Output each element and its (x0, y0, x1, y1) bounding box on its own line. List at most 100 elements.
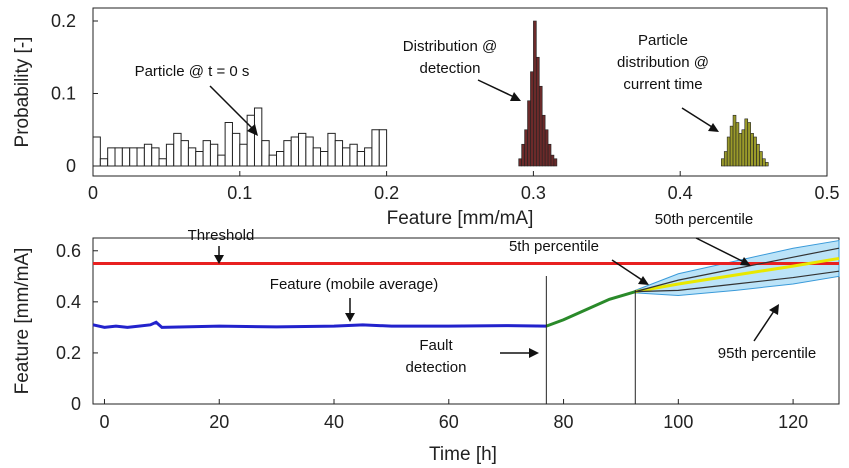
top-y-tick-label: 0 (66, 156, 76, 176)
hist-bar-detection-11 (550, 154, 555, 167)
hist-bar-initial-27 (290, 136, 300, 167)
p95-arrowhead (769, 304, 779, 315)
hist-bar-initial-2 (107, 147, 116, 167)
p50-annotation: 50th percentile (655, 211, 753, 228)
top-histogram-panel: 0 0.1 0.2 0.3 0.4 0.500.10.2 Feature [mm/mA] … (12, 7, 840, 229)
current-dist-arrow (681, 107, 713, 128)
bottom-x-tick-label: 120 (778, 412, 808, 432)
bottom-y-axis-label: Feature [mm/mA] (12, 248, 33, 395)
p95-line (635, 270, 840, 293)
feature-annotation: Feature (mobile average) (270, 276, 438, 293)
hist-bar-current-5 (735, 122, 740, 167)
hist-bar-initial-0 (92, 136, 101, 167)
hist-bar-current-6 (738, 133, 743, 167)
top-x-tick-label: 0.2 (374, 183, 399, 203)
p50-arrow (695, 237, 745, 263)
p95-annotation: 95th percentile (718, 345, 816, 362)
bottom-x-tick-label: 40 (324, 412, 344, 432)
hist-bar-current-4 (732, 114, 737, 167)
hist-bar-detection-2 (524, 129, 528, 167)
p50-line (635, 256, 840, 294)
hist-bar-initial-36 (356, 151, 366, 167)
hist-bar-initial-20 (239, 143, 248, 167)
hist-bar-initial-35 (349, 143, 358, 167)
hist-bar-initial-23 (261, 140, 270, 167)
hist-bar-detection-10 (547, 143, 552, 167)
hist-bar-detection-6 (536, 56, 540, 167)
hist-bar-initial-3 (114, 147, 123, 167)
feature-arrowhead (345, 313, 355, 322)
particle-t0-arrow (209, 85, 253, 129)
hist-bar-initial-28 (298, 132, 307, 167)
top-x-tick-label: 0.5 (814, 183, 839, 203)
hist-bar-initial-7 (143, 143, 153, 167)
bottom-x-tick-label: 0 (99, 412, 109, 432)
hist-bar-detection-5 (533, 20, 537, 167)
hist-bar-detection-4 (530, 71, 534, 167)
hist-bar-current-13 (759, 151, 763, 167)
hist-bar-current-12 (756, 143, 760, 167)
hist-bar-initial-32 (327, 132, 336, 167)
feature-line (92, 320, 547, 329)
top-x-axis-label: Feature [mm/mA] (387, 208, 534, 229)
threshold-arrowhead (214, 255, 224, 264)
hist-bar-current-1 (723, 151, 728, 167)
top-y-tick-label: 0.2 (51, 11, 76, 31)
bottom-x-tick-label: 80 (554, 412, 574, 432)
bottom-y-tick-label: 0.4 (56, 292, 81, 312)
detection-arrowhead (510, 92, 521, 101)
hist-bar-current-0 (721, 158, 725, 167)
p50-arrowhead (740, 257, 751, 266)
top-x-tick-label: 0.1 (227, 183, 252, 203)
hist-bar-detection-7 (538, 85, 543, 167)
hist-bar-initial-39 (378, 129, 388, 167)
hist-bar-initial-4 (121, 147, 131, 167)
hist-bar-initial-30 (312, 147, 322, 167)
p5-line (635, 247, 840, 293)
hist-bar-initial-31 (320, 151, 329, 167)
degradation-line (545, 290, 636, 328)
hist-bar-detection-12 (553, 158, 558, 167)
hist-bar-initial-19 (231, 132, 241, 167)
p5-annotation: 5th percentile (509, 238, 599, 255)
top-x-tick-label: 0 (88, 183, 98, 203)
fault-detection-annotation-line2: detection (406, 359, 467, 376)
hist-bar-initial-25 (276, 151, 285, 167)
bottom-x-tick-label: 100 (663, 412, 693, 432)
hist-bar-current-8 (744, 118, 749, 167)
top-y-axis-label: Probability [-] (12, 37, 33, 148)
fault-detection-arrowhead (529, 348, 539, 358)
hist-bar-initial-13 (187, 147, 197, 167)
hist-bar-detection-9 (544, 129, 549, 167)
hist-bar-initial-8 (151, 147, 160, 167)
hist-bar-initial-29 (305, 136, 314, 167)
hist-bar-current-10 (750, 133, 754, 167)
hist-bar-initial-16 (209, 143, 219, 167)
hist-bar-initial-18 (224, 122, 233, 167)
hist-bar-current-2 (726, 136, 731, 167)
bottom-timeseries-panel: 0 20 40 60 80 100 120 0 0.2 0.4 0.6 Time [h] Featu… (12, 211, 840, 465)
hist-bar-initial-1 (99, 158, 109, 167)
detection-annotation-line2: detection (420, 60, 481, 77)
current-dist-annotation-line2: distribution @ (617, 54, 709, 71)
bottom-x-tick-label: 60 (439, 412, 459, 432)
hist-bar-detection-1 (521, 143, 525, 167)
hist-bar-initial-6 (136, 147, 145, 167)
current-dist-annotation-line1: Particle (638, 32, 688, 49)
hist-bar-detection-0 (518, 158, 522, 167)
hist-bar-initial-5 (129, 147, 138, 167)
hist-bar-initial-12 (180, 140, 189, 167)
hist-bar-initial-33 (334, 140, 344, 167)
top-x-tick-label: 0.4 (668, 183, 693, 203)
bottom-y-tick-label: 0.6 (56, 241, 81, 261)
fault-detection-annotation-line1: Fault (419, 337, 453, 354)
hist-bar-current-15 (765, 162, 769, 167)
hist-bar-initial-10 (165, 143, 175, 167)
hist-bar-initial-26 (283, 140, 292, 167)
hist-bar-initial-15 (202, 140, 211, 167)
hist-bar-initial-22 (253, 107, 263, 167)
hist-bar-initial-11 (173, 132, 182, 167)
p95-arrow (753, 310, 775, 342)
top-y-tick-label: 0.1 (51, 84, 76, 104)
